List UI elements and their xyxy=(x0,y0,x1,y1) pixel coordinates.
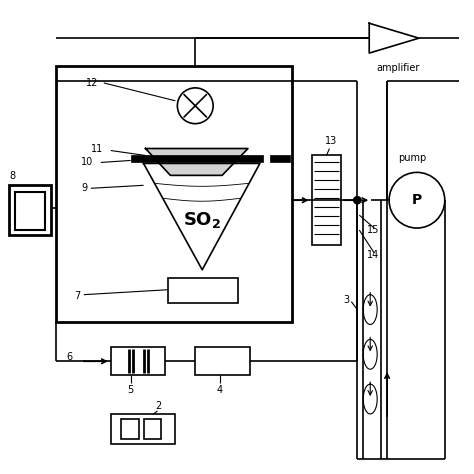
Text: amplifier: amplifier xyxy=(376,63,419,73)
Bar xyxy=(111,347,165,375)
Text: 6: 6 xyxy=(66,352,72,362)
Text: 7: 7 xyxy=(74,291,80,301)
Text: 3: 3 xyxy=(343,295,349,305)
Circle shape xyxy=(353,196,361,204)
Bar xyxy=(168,278,238,302)
Text: 10: 10 xyxy=(81,157,93,167)
Circle shape xyxy=(389,173,445,228)
Text: P: P xyxy=(412,193,422,207)
Bar xyxy=(270,155,290,163)
Bar xyxy=(131,155,263,163)
Bar xyxy=(121,419,138,439)
Bar xyxy=(311,155,341,245)
Text: 9: 9 xyxy=(81,183,87,193)
Text: $\mathbf{SO_2}$: $\mathbf{SO_2}$ xyxy=(183,210,221,230)
Polygon shape xyxy=(146,148,248,175)
Text: 8: 8 xyxy=(9,171,16,182)
Text: 15: 15 xyxy=(367,225,380,235)
Text: 12: 12 xyxy=(86,78,98,88)
Text: 13: 13 xyxy=(325,136,337,146)
Bar xyxy=(15,192,45,230)
Bar xyxy=(9,185,51,235)
Bar xyxy=(195,347,250,375)
Text: 14: 14 xyxy=(367,250,380,260)
Text: 4: 4 xyxy=(217,385,223,395)
Text: pump: pump xyxy=(398,154,426,164)
Text: 2: 2 xyxy=(155,401,162,411)
Bar xyxy=(111,414,175,444)
Circle shape xyxy=(177,88,213,124)
Polygon shape xyxy=(144,164,260,270)
Bar xyxy=(56,66,292,321)
Text: 11: 11 xyxy=(91,144,103,154)
Bar xyxy=(144,419,162,439)
Polygon shape xyxy=(369,23,419,53)
Text: 5: 5 xyxy=(128,385,134,395)
